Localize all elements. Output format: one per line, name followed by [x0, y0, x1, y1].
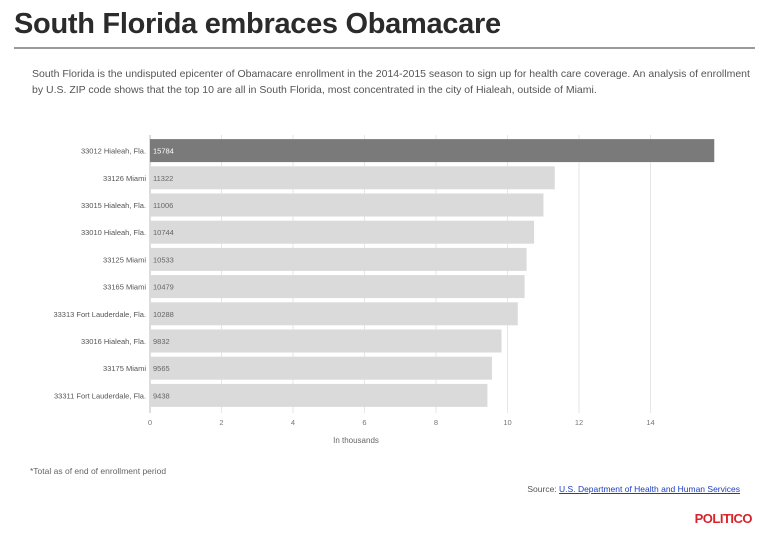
category-label: 33125 Miami [103, 255, 146, 264]
bar [150, 356, 492, 380]
bar [150, 220, 535, 244]
x-axis-label: In thousands [333, 436, 379, 445]
page-title: South Florida embraces Obamacare [14, 8, 501, 40]
x-tick-label: 6 [362, 418, 366, 427]
x-tick-label: 14 [646, 418, 654, 427]
bar [150, 275, 525, 299]
source-link[interactable]: U.S. Department of Health and Human Serv… [559, 484, 740, 494]
bar-value-label: 11322 [153, 174, 173, 183]
category-label: 33015 Hialeah, Fla. [81, 201, 146, 210]
x-tick-label: 0 [148, 418, 152, 427]
x-tick-label: 10 [503, 418, 511, 427]
category-label: 33012 Hialeah, Fla. [81, 147, 146, 156]
category-label: 33016 Hialeah, Fla. [81, 337, 146, 346]
bar [150, 247, 527, 271]
x-tick-label: 2 [219, 418, 223, 427]
bar-value-label: 10479 [153, 283, 174, 292]
chart-description: South Florida is the undisputed epicente… [32, 68, 750, 96]
source-prefix: Source: [527, 484, 560, 494]
x-tick-label: 12 [575, 418, 583, 427]
category-label: 33175 Miami [103, 364, 146, 373]
category-label: 33311 Fort Lauderdale, Fla. [54, 391, 146, 400]
bar-value-label: 9832 [153, 337, 170, 346]
bar [150, 329, 502, 353]
title-divider [14, 47, 755, 49]
footnote: *Total as of end of enrollment period [30, 466, 167, 476]
bar [150, 302, 518, 326]
category-label: 33010 Hialeah, Fla. [81, 228, 146, 237]
category-label: 33126 Miami [103, 174, 146, 183]
bar [150, 166, 555, 190]
bar-value-label: 9438 [153, 391, 170, 400]
bar-value-label: 15784 [153, 147, 174, 156]
source-line: Source: U.S. Department of Health and Hu… [527, 484, 740, 494]
bar-value-label: 11006 [153, 201, 173, 210]
bar [150, 139, 715, 163]
category-label: 33165 Miami [103, 283, 146, 292]
bar-value-label: 10744 [153, 228, 174, 237]
bar-value-label: 10288 [153, 310, 174, 319]
politico-logo: POLITICO [694, 511, 753, 526]
x-tick-label: 4 [291, 418, 295, 427]
category-label: 33313 Fort Lauderdale, Fla. [53, 310, 146, 319]
bar [150, 193, 544, 217]
bar [150, 383, 488, 407]
bar-value-label: 10533 [153, 255, 174, 264]
x-tick-label: 8 [434, 418, 438, 427]
bar-value-label: 9565 [153, 364, 170, 373]
